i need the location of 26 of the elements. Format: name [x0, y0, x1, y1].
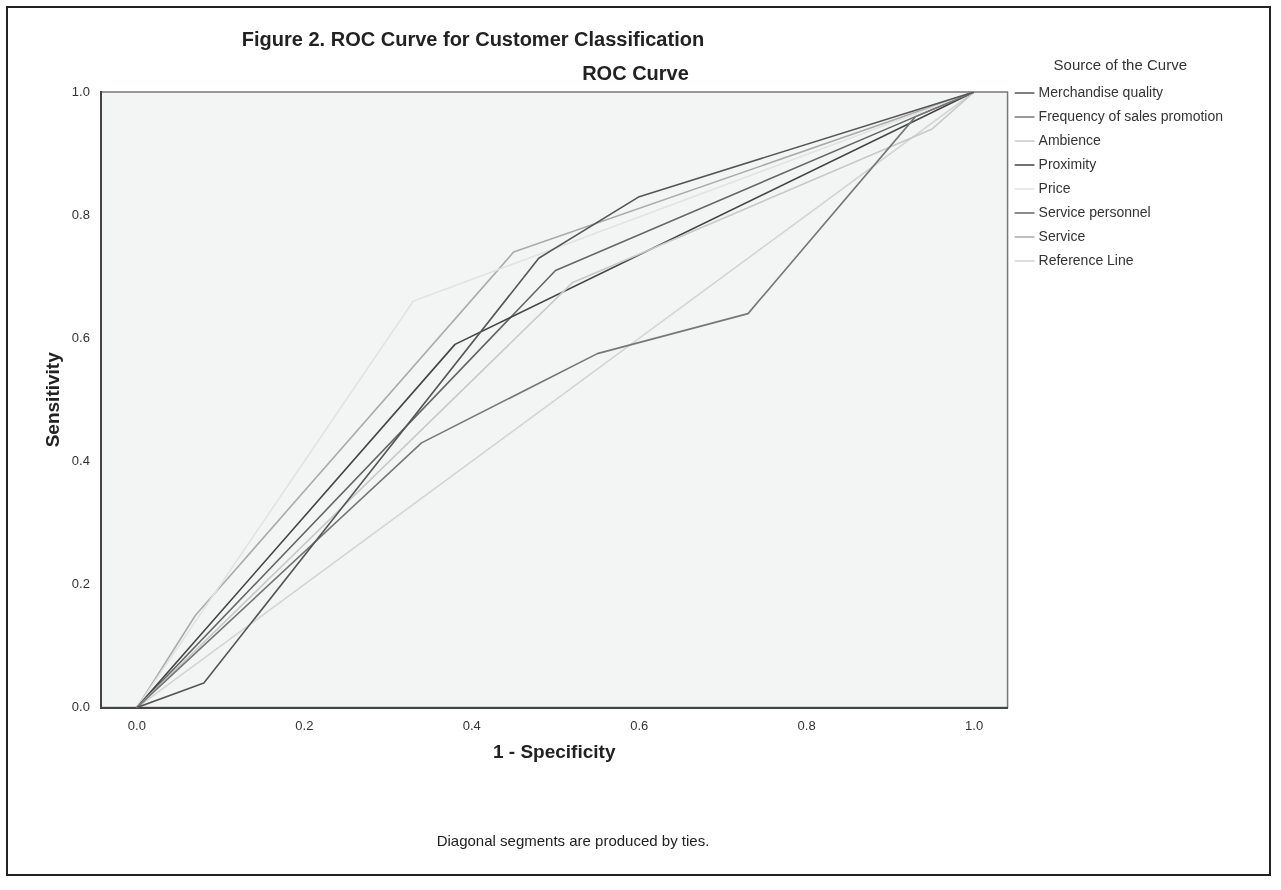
legend-label: Reference Line — [1038, 251, 1134, 268]
x-tick-label: 1.0 — [965, 717, 984, 733]
y-axis-title: Sensitivity — [41, 351, 63, 448]
chart-subtitle: ROC Curve — [582, 61, 689, 84]
y-tick-label: 0.2 — [71, 576, 90, 592]
legend-label: Merchandise quality — [1038, 83, 1164, 100]
legend-title: Source of the Curve — [1053, 55, 1187, 73]
legend-label: Price — [1038, 179, 1071, 196]
legend-label: Service — [1038, 227, 1086, 244]
legend-label: Ambience — [1038, 131, 1102, 148]
legend-label: Service personnel — [1038, 203, 1151, 220]
y-tick-label: 0.4 — [71, 452, 90, 468]
y-tick-label: 0.8 — [71, 206, 90, 222]
y-tick-label: 0.6 — [71, 329, 90, 345]
x-tick-label: 0.4 — [462, 717, 481, 733]
legend-label: Frequency of sales promotion — [1038, 107, 1224, 124]
x-tick-label: 0.8 — [797, 717, 816, 733]
x-tick-label: 0.0 — [127, 717, 146, 733]
x-tick-label: 0.2 — [295, 717, 314, 733]
x-axis-title: 1 - Specificity — [492, 740, 616, 762]
y-tick-label: 1.0 — [71, 83, 90, 99]
chart-title: Figure 2. ROC Curve for Customer Classification — [240, 28, 706, 51]
y-tick-label: 0.0 — [71, 699, 90, 715]
text: Diagonal segments are produced by ties. — [435, 832, 711, 849]
x-tick-label: 0.6 — [630, 717, 649, 733]
legend-label: Proximity — [1038, 155, 1097, 172]
